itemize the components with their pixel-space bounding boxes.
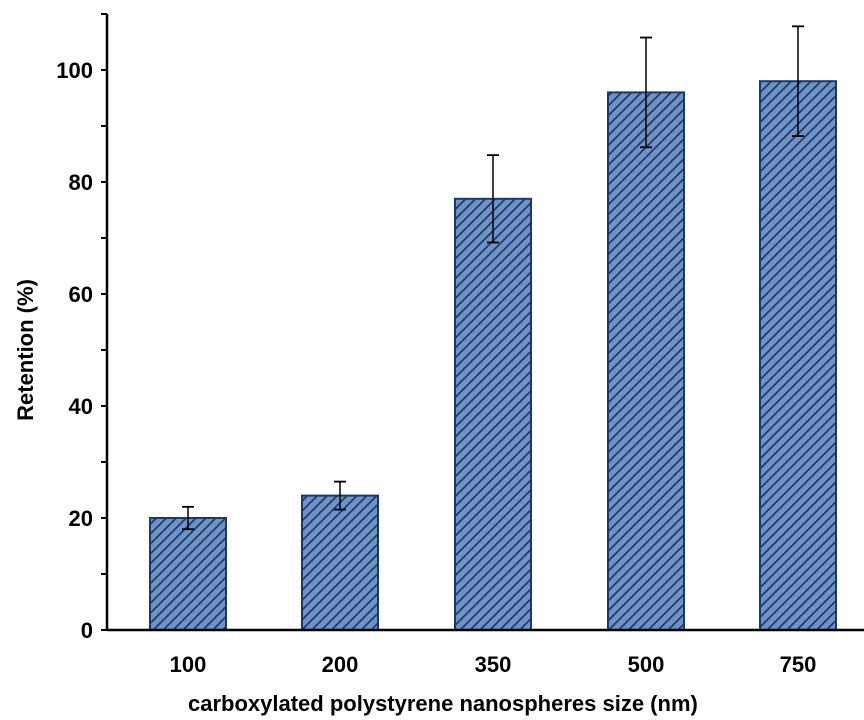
y-tick-label-60: 60 xyxy=(69,282,93,307)
bar-350 xyxy=(454,197,532,632)
y-tick-label-20: 20 xyxy=(69,506,93,531)
x-axis-title: carboxylated polystyrene nanospheres siz… xyxy=(188,691,698,716)
axes-group xyxy=(105,14,864,632)
bar-750 xyxy=(759,80,837,631)
y-tick-label-80: 80 xyxy=(69,170,93,195)
y-tick-label-40: 40 xyxy=(69,394,93,419)
x-ticks-group: 100 200 350 500 750 xyxy=(170,652,817,677)
x-tick-label-350: 350 xyxy=(475,652,512,677)
x-tick-label-100: 100 xyxy=(170,652,207,677)
bar-200 xyxy=(301,494,379,631)
error-bars-group xyxy=(182,25,804,531)
x-tick-label-200: 200 xyxy=(322,652,359,677)
x-tick-label-750: 750 xyxy=(780,652,817,677)
y-ticks-group: 0 20 40 60 80 100 xyxy=(56,13,107,643)
x-tick-label-500: 500 xyxy=(628,652,665,677)
bar-100 xyxy=(149,517,227,631)
y-axis-title: Retention (%) xyxy=(13,279,38,421)
y-tick-label-0: 0 xyxy=(81,618,93,643)
bar-500 xyxy=(607,91,685,631)
y-tick-label-100: 100 xyxy=(56,58,93,83)
